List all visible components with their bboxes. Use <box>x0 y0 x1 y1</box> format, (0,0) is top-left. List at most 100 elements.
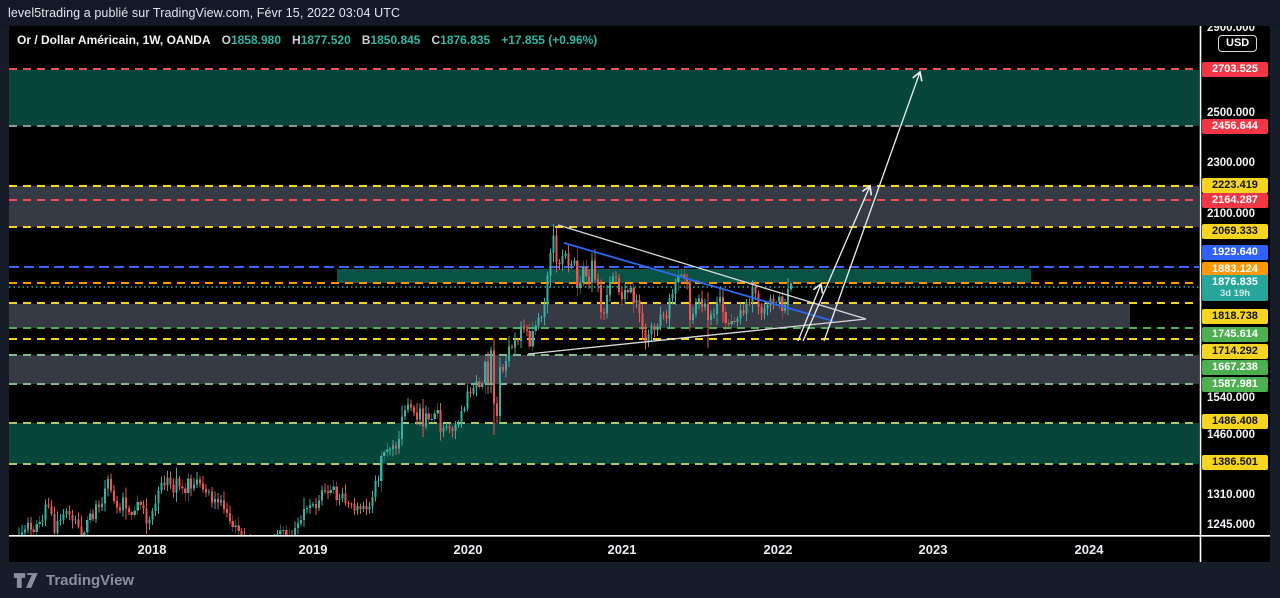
candle-body <box>216 499 219 503</box>
candle-body <box>781 296 784 311</box>
candle-body <box>721 296 724 312</box>
candle-body <box>196 479 199 485</box>
currency-badge: USD <box>1218 35 1258 52</box>
candle-body <box>365 505 368 510</box>
candle-body <box>282 530 285 532</box>
trendline-wedge-upper[interactable] <box>557 224 867 320</box>
candlestick-series <box>18 224 793 536</box>
arrow-projection-short[interactable] <box>797 282 824 342</box>
candle-body <box>703 303 707 308</box>
candle-body <box>199 479 202 484</box>
price-grid-label: 1540.000 <box>1207 392 1255 404</box>
price-level-badge: 1929.640 <box>1202 244 1268 260</box>
candle-body <box>415 412 418 420</box>
candle-body <box>377 480 380 482</box>
price-level-badge: 1818.738 <box>1202 308 1268 324</box>
candle-body <box>766 305 769 309</box>
candle-body <box>317 500 320 509</box>
candle-body <box>656 326 659 331</box>
candle-body <box>184 488 187 494</box>
candle-body <box>772 298 775 303</box>
candle-body <box>187 478 190 494</box>
candle-body <box>409 404 413 408</box>
year-label-2021: 2021 <box>607 542 637 557</box>
candle-body <box>403 409 407 417</box>
candle-body <box>118 507 121 511</box>
candle-body <box>698 298 701 304</box>
candle-body <box>638 300 641 314</box>
candle-body <box>602 311 606 314</box>
candle-body <box>20 532 23 536</box>
candle-body <box>510 346 513 348</box>
candle-body <box>680 274 683 276</box>
publish-text: level5trading a publié sur TradingView.c… <box>8 6 401 20</box>
candle-body <box>412 407 415 413</box>
candle-body <box>733 320 736 323</box>
candle-body <box>629 287 632 293</box>
candle-body <box>133 510 136 516</box>
candle-body <box>490 350 493 383</box>
candle-body <box>279 530 282 535</box>
candle-body <box>769 298 772 306</box>
candle-body <box>172 484 175 493</box>
candle-body <box>427 413 430 420</box>
candle-body <box>109 479 113 491</box>
price-zones <box>9 70 1199 464</box>
candle-body <box>537 317 540 326</box>
candle-body <box>674 281 677 294</box>
candle-body <box>130 511 133 516</box>
tradingview-brand[interactable]: TradingView <box>46 571 135 589</box>
candle-body <box>395 445 398 449</box>
ohlc-open: O1858.980 <box>221 33 282 47</box>
candle-body <box>157 490 160 504</box>
candle-body <box>513 340 516 348</box>
price-level-badge: 2703.525 <box>1202 61 1268 77</box>
arrow-projection-long[interactable] <box>823 70 923 342</box>
candle-body <box>148 519 151 524</box>
candle-body <box>582 266 585 283</box>
candle-body <box>445 426 448 428</box>
candle-body <box>175 478 178 493</box>
arrow-projection-mid[interactable] <box>802 184 873 342</box>
candle-body <box>712 314 715 316</box>
candle-body <box>561 256 564 264</box>
candle-body <box>294 527 297 536</box>
ohlc-low: B1850.845 <box>361 33 421 47</box>
candle-body <box>727 323 730 325</box>
trendline-blue-resistance[interactable] <box>563 242 834 322</box>
candle-body <box>644 329 647 342</box>
candle-body <box>724 311 727 324</box>
candle-body <box>347 503 350 505</box>
zone-demand-zone-low <box>9 423 1199 464</box>
candle-body <box>567 253 570 266</box>
candle-body <box>207 491 211 493</box>
candle-body <box>285 530 288 536</box>
tradingview-logo-icon[interactable] <box>13 572 39 589</box>
price-level-badge: 1486.408 <box>1202 413 1268 429</box>
candle-body <box>297 523 300 528</box>
candle-body <box>463 408 466 411</box>
candle-body <box>154 503 157 511</box>
candle-body <box>760 307 763 314</box>
candle-body <box>350 503 353 505</box>
candle-body <box>213 499 216 503</box>
candle-body <box>614 276 617 279</box>
candle-body <box>112 490 116 501</box>
candle-body <box>692 314 695 320</box>
candle-body <box>751 286 754 303</box>
candle-body <box>398 438 401 449</box>
publish-header: level5trading a publié sur TradingView.c… <box>0 0 1280 26</box>
candle-body <box>166 477 169 486</box>
candle-body <box>579 282 582 288</box>
candle-body <box>383 452 386 456</box>
symbol-legend: Or / Dollar Américain, 1W, OANDA O1858.9… <box>17 33 597 47</box>
projection-arrows <box>797 70 923 342</box>
candle-body <box>540 317 543 318</box>
candle-body <box>29 523 32 530</box>
current-price-value: 1876.835 <box>1212 276 1258 288</box>
horizontal-levels <box>9 68 1199 465</box>
candle-body <box>362 505 365 510</box>
candle-body <box>320 490 323 501</box>
